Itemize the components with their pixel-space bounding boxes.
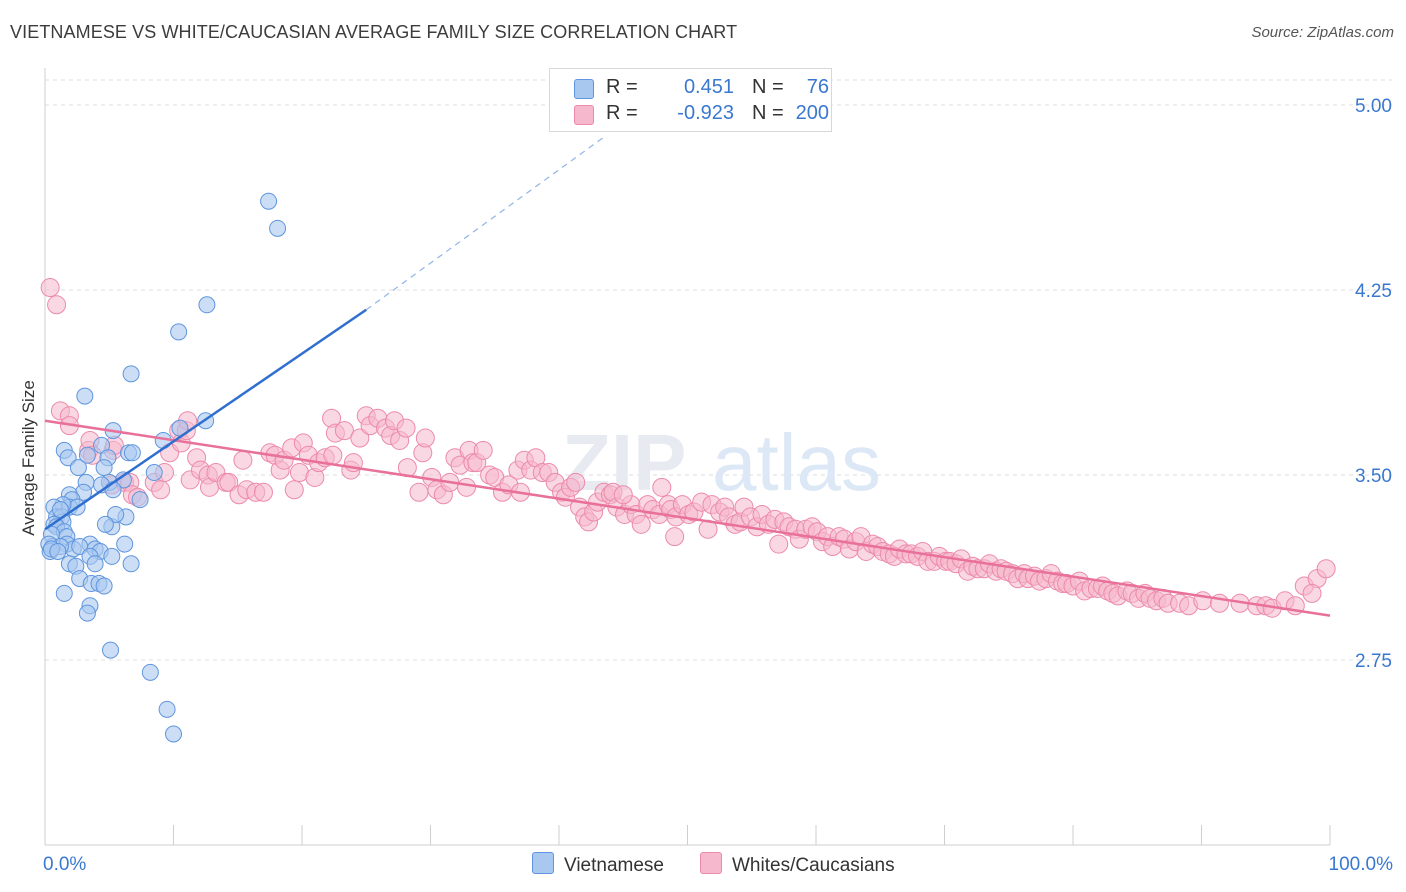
whites-caucasians-point — [566, 472, 586, 492]
whites-caucasians-point — [233, 450, 253, 470]
whites-caucasians-point — [47, 295, 67, 315]
y-tick-label: 5.00 — [1355, 96, 1392, 117]
vietnamese-point — [102, 641, 120, 659]
whites-caucasians-point — [1302, 583, 1322, 603]
whites-caucasians-point — [151, 480, 171, 500]
legend-n-label: N = — [752, 76, 784, 98]
y-tick-label: 3.50 — [1355, 466, 1392, 487]
vietnamese-point — [260, 192, 278, 210]
legend-n-value: 200 — [795, 102, 829, 124]
whites-caucasians-trend-line — [44, 419, 1331, 617]
vietnamese-point — [55, 584, 73, 602]
vietnamese-point — [122, 365, 140, 383]
whites-caucasians-point — [409, 482, 429, 502]
whites-legend-label: Whites/Caucasians — [732, 855, 895, 876]
y-tick-label: 4.25 — [1355, 281, 1392, 302]
vietnamese-point — [96, 515, 114, 533]
whites-caucasians-point — [769, 534, 789, 554]
vietnamese-point — [103, 547, 121, 565]
axes — [44, 68, 1331, 846]
vietnamese-point — [78, 446, 96, 464]
vietnamese-point — [145, 464, 163, 482]
legend-n-label: N = — [752, 102, 784, 124]
vietnamese-point — [76, 387, 94, 405]
x-tick-label-max: 100.0% — [1329, 854, 1394, 875]
vietnamese-point — [95, 459, 113, 477]
whites-caucasians-point — [40, 278, 60, 298]
vietnamese-point — [95, 577, 113, 595]
legend-n-value: 76 — [806, 76, 829, 98]
whites-caucasians-point — [415, 428, 435, 448]
whites-caucasians-point — [1316, 559, 1336, 579]
vietnamese-point — [49, 542, 67, 560]
whites-caucasians-point — [334, 421, 354, 441]
vietnamese-point — [107, 505, 125, 523]
whites-caucasians-point — [253, 482, 273, 502]
whites-caucasians-point — [652, 477, 672, 497]
vietnamese-point — [131, 491, 149, 509]
tick-labels: 2.75 3.50 4.25 5.00 0.0% 100.0% — [43, 96, 1393, 875]
vietnamese-trend-extension — [365, 136, 605, 311]
trend-lines — [44, 136, 1331, 617]
vietnamese-point — [59, 449, 77, 467]
whites-caucasians-point — [350, 428, 370, 448]
vietnamese-point — [122, 555, 140, 573]
bottom-legend-vietnamese: Vietnamese — [532, 852, 664, 876]
vietnamese-point — [86, 555, 104, 573]
vietnamese-legend-label: Vietnamese — [564, 855, 664, 876]
whites-caucasians-point — [396, 418, 416, 438]
vietnamese-point — [158, 700, 176, 718]
x-tick-label-min: 0.0% — [43, 854, 86, 875]
gridlines — [45, 79, 1392, 661]
legend-r-value: 0.451 — [683, 76, 734, 98]
vietnamese-point — [165, 725, 182, 743]
legend-r-value: -0.923 — [677, 102, 734, 124]
vietnamese-point — [170, 323, 188, 341]
vietnamese-point — [141, 663, 159, 681]
whites-caucasians-point — [323, 445, 343, 465]
vietnamese-point — [198, 296, 216, 314]
y-tick-label: 2.75 — [1355, 651, 1392, 672]
whites-caucasians-point — [473, 440, 493, 460]
y-axis-label: Average Family Size — [19, 380, 38, 536]
legend-r-label: R = — [606, 102, 638, 124]
vietnamese-point — [123, 444, 141, 462]
vietnamese-trend-line — [44, 308, 367, 531]
correlation-legend: R = 0.451 N = 76 R = -0.923 N = 200 — [549, 68, 832, 132]
whites-caucasians-point — [219, 472, 239, 492]
whites-caucasians-points — [40, 278, 1336, 618]
whites-swatch — [574, 105, 594, 125]
bottom-legend-whites: Whites/Caucasians — [700, 852, 895, 876]
whites-legend-swatch — [700, 852, 722, 874]
source-credit: Source: ZipAtlas.com — [1251, 24, 1394, 41]
whites-caucasians-point — [456, 477, 476, 497]
vietnamese-point — [116, 535, 134, 553]
watermark-atlas: atlas — [712, 418, 881, 507]
legend-r-label: R = — [606, 76, 638, 98]
whites-caucasians-point — [284, 480, 304, 500]
chart-title: VIETNAMESE VS WHITE/CAUCASIAN AVERAGE FA… — [10, 22, 738, 42]
vietnamese-swatch — [574, 79, 594, 99]
vietnamese-point — [69, 459, 87, 477]
whites-caucasians-point — [631, 514, 651, 534]
vietnamese-point — [78, 604, 96, 622]
whites-caucasians-point — [613, 485, 633, 505]
vietnamese-point — [269, 219, 287, 237]
whites-caucasians-point — [665, 527, 685, 547]
vietnamese-legend-swatch — [532, 852, 554, 874]
